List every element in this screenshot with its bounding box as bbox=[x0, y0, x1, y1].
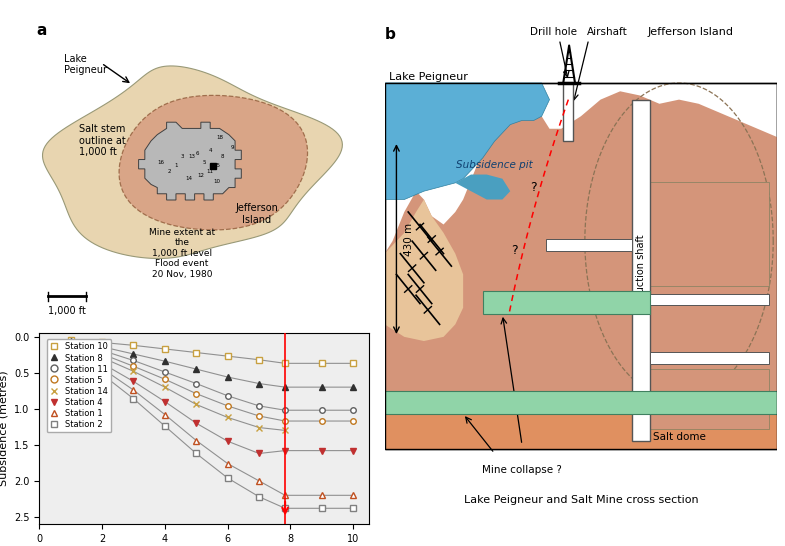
Text: 5: 5 bbox=[203, 160, 206, 165]
Bar bbox=[385, 391, 777, 414]
Bar bbox=[649, 352, 769, 364]
Text: a: a bbox=[36, 22, 46, 38]
Text: 9: 9 bbox=[230, 145, 234, 150]
Text: 12: 12 bbox=[197, 173, 204, 177]
Bar bbox=[563, 83, 573, 141]
Text: 430 m: 430 m bbox=[404, 222, 414, 256]
Text: 11: 11 bbox=[206, 169, 214, 175]
Text: 2: 2 bbox=[168, 169, 171, 175]
Text: Mine extent at
the
1,000 ft level
Flood event
20 Nov, 1980: Mine extent at the 1,000 ft level Flood … bbox=[149, 228, 215, 278]
Bar bbox=[546, 240, 632, 251]
Bar bbox=[649, 182, 769, 286]
Text: Lake
Peigneur: Lake Peigneur bbox=[64, 54, 107, 75]
Bar bbox=[649, 294, 769, 305]
Text: Production shaft: Production shaft bbox=[636, 235, 646, 314]
Text: Lake Peigneur: Lake Peigneur bbox=[389, 72, 467, 82]
Text: ?: ? bbox=[531, 181, 537, 194]
Polygon shape bbox=[119, 96, 308, 230]
Bar bbox=[546, 294, 632, 305]
Text: Subsidence pit: Subsidence pit bbox=[456, 161, 533, 170]
Text: Jefferson Island: Jefferson Island bbox=[648, 27, 734, 37]
Text: Salt mine: Salt mine bbox=[642, 269, 692, 280]
Text: 6: 6 bbox=[196, 151, 199, 156]
Text: Salt mine: Salt mine bbox=[642, 390, 692, 400]
Text: 3: 3 bbox=[181, 154, 184, 159]
Polygon shape bbox=[385, 91, 777, 449]
Text: 1: 1 bbox=[174, 163, 177, 168]
Text: Salt stem
outline at
1,000 ft: Salt stem outline at 1,000 ft bbox=[79, 124, 126, 157]
Polygon shape bbox=[139, 122, 241, 200]
Text: Drill hole: Drill hole bbox=[530, 27, 577, 37]
Text: Mine collapse ?: Mine collapse ? bbox=[482, 465, 562, 475]
Legend: Station 10, Station 8, Station 11, Station 5, Station 14, Station 4, Station 1, : Station 10, Station 8, Station 11, Stati… bbox=[47, 339, 111, 432]
Text: 18: 18 bbox=[216, 135, 223, 140]
Text: Salt dome: Salt dome bbox=[652, 432, 706, 442]
Text: ?: ? bbox=[511, 244, 517, 257]
Polygon shape bbox=[455, 175, 510, 199]
Bar bbox=[649, 369, 769, 429]
Text: 13: 13 bbox=[188, 154, 195, 159]
Polygon shape bbox=[385, 83, 550, 199]
Polygon shape bbox=[385, 199, 463, 341]
Bar bbox=[632, 99, 649, 441]
Text: 8: 8 bbox=[221, 154, 225, 159]
Bar bbox=[385, 83, 777, 449]
Polygon shape bbox=[42, 66, 342, 258]
Text: 14: 14 bbox=[185, 176, 192, 181]
Bar bbox=[385, 414, 777, 449]
Text: 10: 10 bbox=[213, 179, 220, 184]
Bar bbox=[483, 291, 649, 314]
Text: 16: 16 bbox=[157, 160, 164, 165]
Text: 15: 15 bbox=[213, 163, 220, 168]
Text: 1,000 ft: 1,000 ft bbox=[48, 306, 86, 316]
Text: Airshaft: Airshaft bbox=[586, 27, 627, 37]
Text: Lake Peigneur and Salt Mine cross section: Lake Peigneur and Salt Mine cross sectio… bbox=[464, 495, 698, 505]
Text: b: b bbox=[385, 27, 396, 42]
Y-axis label: Subsidence (metres): Subsidence (metres) bbox=[0, 371, 9, 486]
Text: Jefferson
Island: Jefferson Island bbox=[236, 203, 279, 225]
Bar bbox=[385, 83, 777, 449]
Text: 4: 4 bbox=[209, 148, 212, 153]
